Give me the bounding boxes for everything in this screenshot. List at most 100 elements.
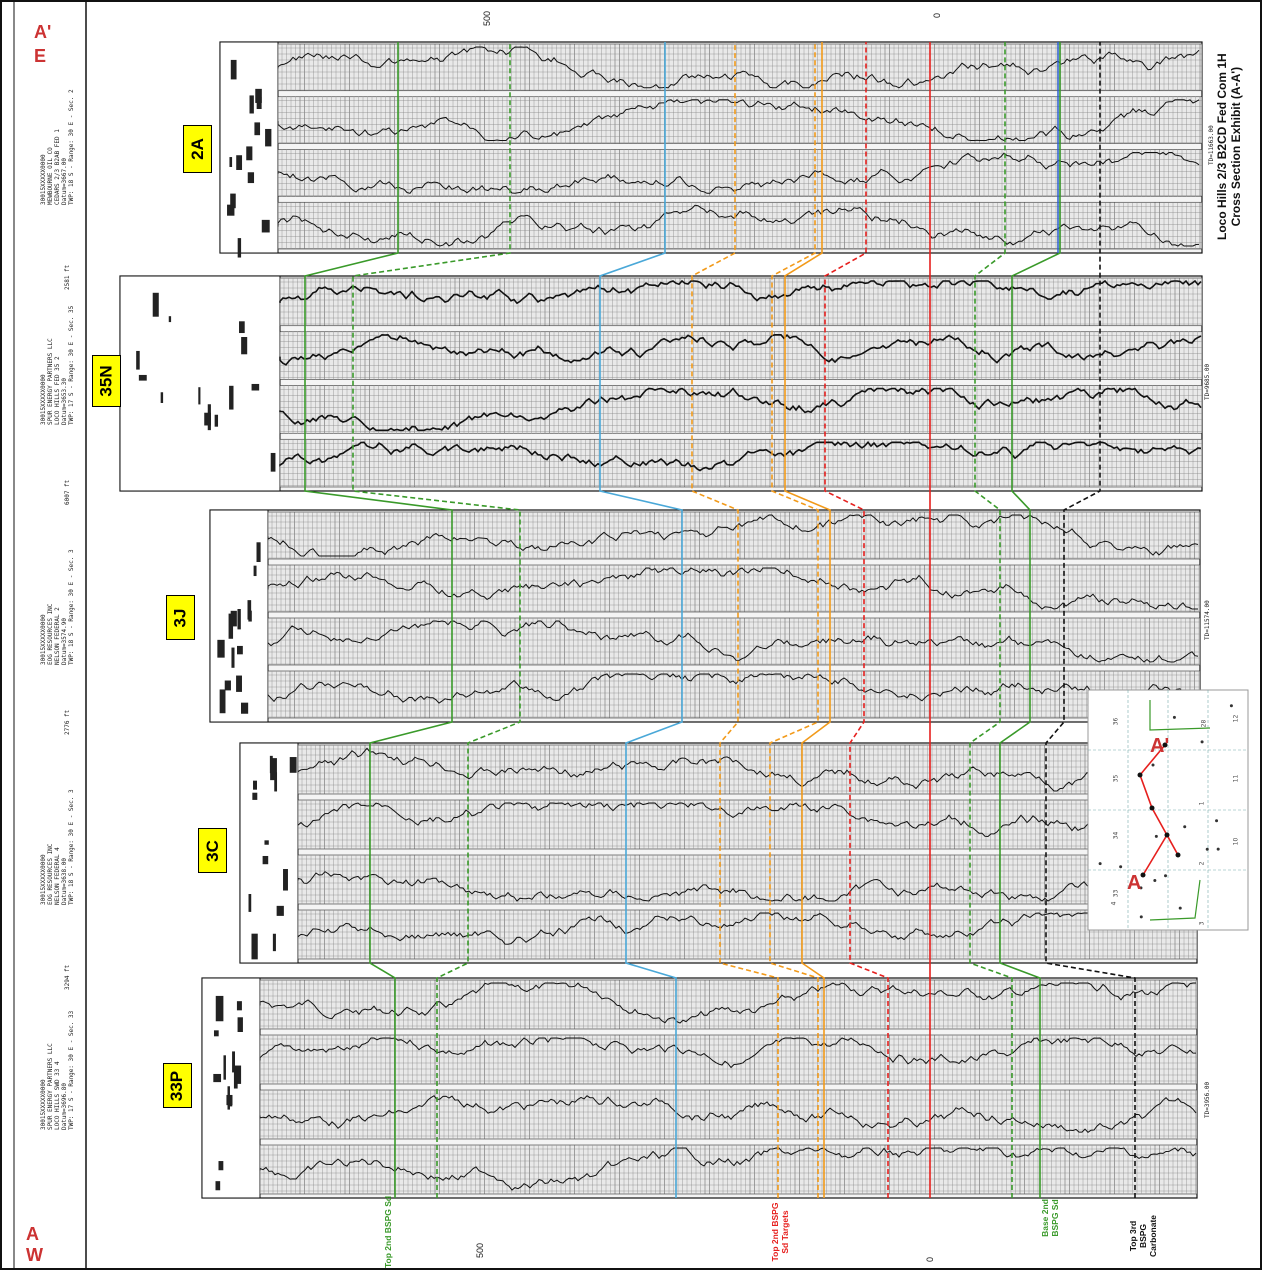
well-td-35n: TD=9685.00 bbox=[1204, 363, 1211, 400]
log-panel-35n-log-curve bbox=[279, 387, 1202, 432]
log-panel-3j-track bbox=[267, 670, 1201, 719]
exhibit-title: Loco Hills 2/3 B2CD Fed Com 1H Cross Sec… bbox=[1215, 53, 1243, 240]
map-well-symbol bbox=[1178, 906, 1182, 910]
log-panel-35n-header-mark bbox=[251, 383, 260, 391]
well-operator: SPUR ENERGY PARTNERS LLC bbox=[47, 338, 54, 425]
map-well-symbol bbox=[1215, 819, 1219, 823]
map-well-symbol bbox=[1183, 825, 1187, 829]
log-panel-33p-header-mark bbox=[213, 1073, 222, 1083]
well-location: TWP: 17 S - Range: 30 E - Sec. 33 bbox=[68, 1010, 75, 1130]
well-api: 30015XXXXX0000 bbox=[40, 1079, 47, 1130]
orange-target-line-3 bbox=[784, 42, 831, 1198]
log-panel-3j-header-mark bbox=[237, 645, 243, 655]
log-panel-35n-header-mark bbox=[198, 387, 201, 405]
log-panel-2a-header-mark bbox=[247, 172, 255, 184]
log-panel-2a-track bbox=[277, 43, 1203, 92]
log-panel-2a-header-mark bbox=[237, 238, 242, 258]
log-panel-3j-track bbox=[267, 511, 1201, 560]
map-section-number: 36 bbox=[1112, 717, 1120, 726]
map-well-symbol bbox=[1154, 834, 1158, 838]
log-panel-3c-header-mark bbox=[276, 905, 284, 916]
well-lease: LOCO HILLS FED 35 2 bbox=[54, 356, 61, 425]
depth-label-bottom-500: 500 bbox=[475, 1242, 485, 1258]
log-panel-35n-track bbox=[279, 438, 1203, 488]
log-panel-2a-header-mark bbox=[254, 122, 261, 136]
well-datum: Datum=3696.80 bbox=[61, 1083, 68, 1130]
well-api: 30015XXXXX0000 bbox=[40, 374, 47, 425]
well-label-2a: 2A bbox=[183, 125, 212, 173]
log-panel-33p-header-mark bbox=[232, 1051, 235, 1073]
log-panel-35n-header-mark bbox=[241, 337, 248, 355]
well-label-3j: 3J bbox=[166, 595, 195, 640]
log-panel-35n-header-mark bbox=[270, 452, 276, 472]
log-panel-35n-log-curve bbox=[279, 441, 1202, 472]
log-panel-3j-header-mark bbox=[237, 609, 241, 630]
log-panel-33p-header-mark bbox=[237, 1017, 243, 1032]
well-datum: Datum=3574.90 bbox=[61, 618, 68, 665]
log-panel-3j-header-mark bbox=[241, 702, 249, 714]
log-panel-33p-track bbox=[259, 1144, 1198, 1195]
well-header-3j: 30015XXXXX0000 EOG RESOURCES INC NELSON … bbox=[40, 549, 75, 665]
log-panel-33p-header-mark bbox=[218, 1161, 224, 1171]
map-label-a-prime: A' bbox=[1150, 735, 1170, 757]
well-api: 30015XXXXX0000 bbox=[40, 854, 47, 905]
log-panel-2a-header-mark bbox=[265, 128, 272, 147]
depth-label-bottom-0: 0 bbox=[925, 1256, 935, 1262]
log-panel-2a-header-mark bbox=[261, 219, 270, 233]
depth-label-top-0: 0 bbox=[932, 12, 942, 18]
log-panel-2a-log-curve bbox=[277, 46, 1200, 89]
well-td-2a: TD=11663.00 bbox=[1208, 125, 1215, 165]
map-well-dot bbox=[1162, 742, 1168, 748]
log-panel-2a-log-curve bbox=[277, 99, 1200, 142]
well-operator: SPUR ENERGY PARTNERS LLC bbox=[47, 1043, 54, 1130]
well-spacing-33p: 3294 ft bbox=[64, 964, 71, 990]
log-panel-35n-track bbox=[279, 331, 1203, 380]
log-panel-33p-header-mark bbox=[236, 1001, 242, 1011]
log-panel-3c-header-mark bbox=[274, 772, 278, 792]
map-section-number: 1 bbox=[1198, 801, 1206, 806]
log-panel-2a-header-mark bbox=[236, 155, 243, 170]
well-datum: Datum=3667.00 bbox=[61, 158, 68, 205]
red-target-line bbox=[824, 42, 889, 1198]
log-panel-33p-header-mark bbox=[215, 995, 224, 1022]
log-panel-3c-header-box bbox=[239, 742, 299, 964]
well-td-33p: TD=3956.00 bbox=[1204, 1081, 1211, 1118]
formation-label-targets: Top 2nd BSPG Sd Targets bbox=[770, 1202, 790, 1262]
log-panel-35n-track bbox=[279, 277, 1203, 327]
log-panel-3j-header-mark bbox=[256, 542, 261, 563]
well-label-3c: 3C bbox=[198, 828, 227, 873]
log-panel-33p-header-mark bbox=[226, 1094, 233, 1106]
log-panel-35n-header-mark bbox=[136, 350, 140, 370]
map-well-symbol bbox=[1151, 763, 1155, 767]
log-panel-2a-track bbox=[277, 96, 1203, 144]
well-spacing-35n: 2581 ft bbox=[64, 264, 71, 290]
log-panel-3j-header-mark bbox=[230, 610, 237, 627]
log-panel-3c-header-mark bbox=[264, 840, 269, 845]
map-well-symbol bbox=[1119, 865, 1123, 869]
log-panel-3c-log-curve bbox=[297, 912, 1196, 945]
top-2nd-bspg-upper-line bbox=[352, 42, 521, 1198]
map-section-number: 34 bbox=[1112, 831, 1120, 840]
map-well-symbol bbox=[1139, 886, 1143, 890]
title-line-2: Cross Section Exhibit (A-A') bbox=[1229, 66, 1243, 227]
map-section-line bbox=[1139, 744, 1179, 876]
end-label-a: A bbox=[26, 1224, 39, 1244]
log-panel-3j-header-mark bbox=[247, 600, 252, 620]
log-panel-3c-header-mark bbox=[272, 933, 276, 952]
well-lease: NELSON FEDERAL 2 bbox=[54, 607, 61, 665]
log-panel-35n-log-curve bbox=[279, 279, 1202, 305]
well-location: TWP: 18 S - Range: 30 E - Sec. 2 bbox=[68, 89, 75, 205]
well-header-3c: 30015XXXXX0000 EOG RESOURCES INC NELSON … bbox=[40, 789, 75, 905]
formation-label-base-2nd-bspg: Base 2nd BSPG Sd bbox=[1040, 1199, 1060, 1237]
log-panel-2a-log-curve bbox=[277, 151, 1200, 194]
log-panel-3j-header-mark bbox=[253, 565, 257, 577]
log-panel-33p-track bbox=[259, 1089, 1198, 1140]
top-3rd-bspg-line bbox=[1045, 42, 1136, 1198]
end-label-a-prime: A' bbox=[34, 22, 52, 42]
log-panel-3c-header-mark bbox=[251, 933, 258, 960]
base-2nd-bspg-line bbox=[969, 42, 1013, 1198]
log-panel-35n-log-curve bbox=[279, 333, 1202, 366]
log-panel-33p-track bbox=[259, 1034, 1198, 1085]
well-spacing-3c: 2776 ft bbox=[64, 709, 71, 735]
